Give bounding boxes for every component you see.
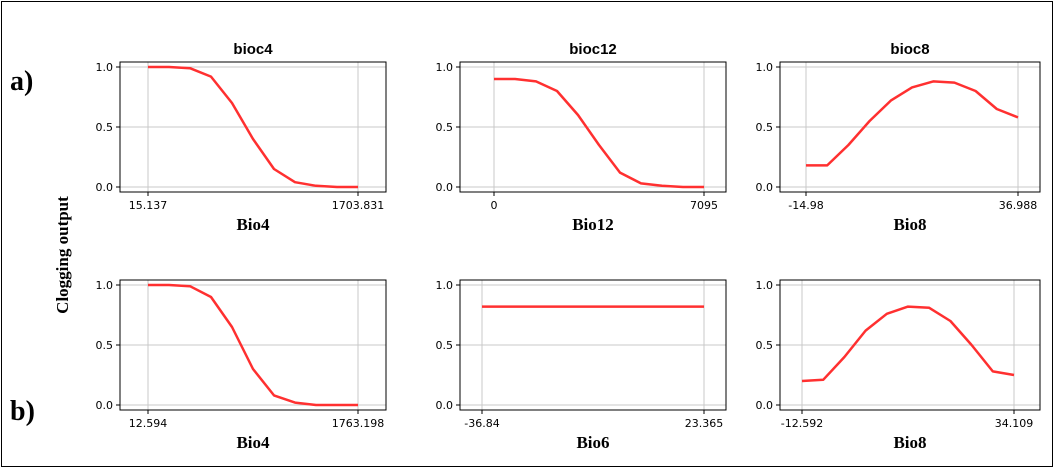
row-label-b: b) (10, 396, 35, 427)
x-tick-label: 36.988 (999, 199, 1038, 212)
chart-title: bioc12 (569, 41, 617, 58)
chart-panel-1: 0.0 0.5 1.0 15.137 1703.831 bioc4 Bio4 (96, 41, 387, 234)
x-tick-label: 1703.831 (332, 199, 385, 212)
chart-panel-5: 0.0 0.5 1.0 -36.84 23.365 Bio6 (436, 279, 727, 452)
x-axis-label: Bio12 (572, 215, 614, 234)
x-tick-label: -14.98 (788, 199, 823, 212)
x-tick-label: -36.84 (464, 417, 499, 430)
x-tick-label: 0 (491, 199, 498, 212)
y-tick-label: 0.5 (756, 121, 774, 134)
y-tick-label: 1.0 (96, 61, 114, 74)
y-tick-label: 0.0 (756, 399, 774, 412)
y-tick-label: 0.5 (436, 339, 454, 352)
chart-panel-4: 0.0 0.5 1.0 12.594 1763.198 Bio4 (96, 279, 387, 452)
response-curve-line (148, 283, 358, 407)
y-tick-label: 0.0 (96, 181, 114, 194)
row-label-a: a) (10, 66, 33, 97)
x-axis-label: Bio4 (236, 215, 270, 234)
y-tick-label: 0.5 (756, 339, 774, 352)
x-tick-label: 15.137 (129, 199, 168, 212)
y-tick-label: 0.5 (96, 339, 114, 352)
y-tick-label: 0.0 (436, 181, 454, 194)
y-tick-label: 1.0 (756, 61, 774, 74)
response-curve-line (148, 65, 358, 189)
x-tick-label: 34.109 (995, 417, 1034, 430)
x-tick-label: 23.365 (685, 417, 724, 430)
x-tick-label: 1763.198 (332, 417, 385, 430)
x-axis-label: Bio8 (893, 433, 926, 452)
chart-title: bioc4 (233, 41, 273, 58)
y-tick-label: 0.5 (96, 121, 114, 134)
y-tick-label: 0.5 (436, 121, 454, 134)
chart-title: bioc8 (890, 41, 929, 58)
x-axis-label: Bio6 (576, 433, 609, 452)
x-tick-label: 12.594 (129, 417, 168, 430)
chart-panel-6: 0.0 0.5 1.0 -12.592 34.109 Bio8 (756, 279, 1041, 452)
response-curve-line (494, 77, 704, 189)
x-tick-label: 7095 (690, 199, 718, 212)
y-axis-label: Clogging output (53, 196, 72, 314)
y-tick-label: 0.0 (96, 399, 114, 412)
y-tick-label: 0.0 (436, 399, 454, 412)
chart-panel-2: 0.0 0.5 1.0 0 7095 bioc12 Bio12 (436, 41, 727, 234)
x-tick-label: -12.592 (781, 417, 823, 430)
response-curve-line (806, 80, 1019, 167)
y-tick-label: 1.0 (436, 61, 454, 74)
y-tick-label: 1.0 (96, 279, 114, 292)
chart-panel-3: 0.0 0.5 1.0 -14.98 36.988 bioc8 Bio8 (756, 41, 1041, 234)
x-axis-label: Bio8 (893, 215, 926, 234)
response-curve-line (801, 305, 1015, 383)
y-tick-label: 0.0 (756, 181, 774, 194)
y-tick-label: 1.0 (436, 279, 454, 292)
x-axis-label: Bio4 (236, 433, 270, 452)
y-tick-label: 1.0 (756, 279, 774, 292)
